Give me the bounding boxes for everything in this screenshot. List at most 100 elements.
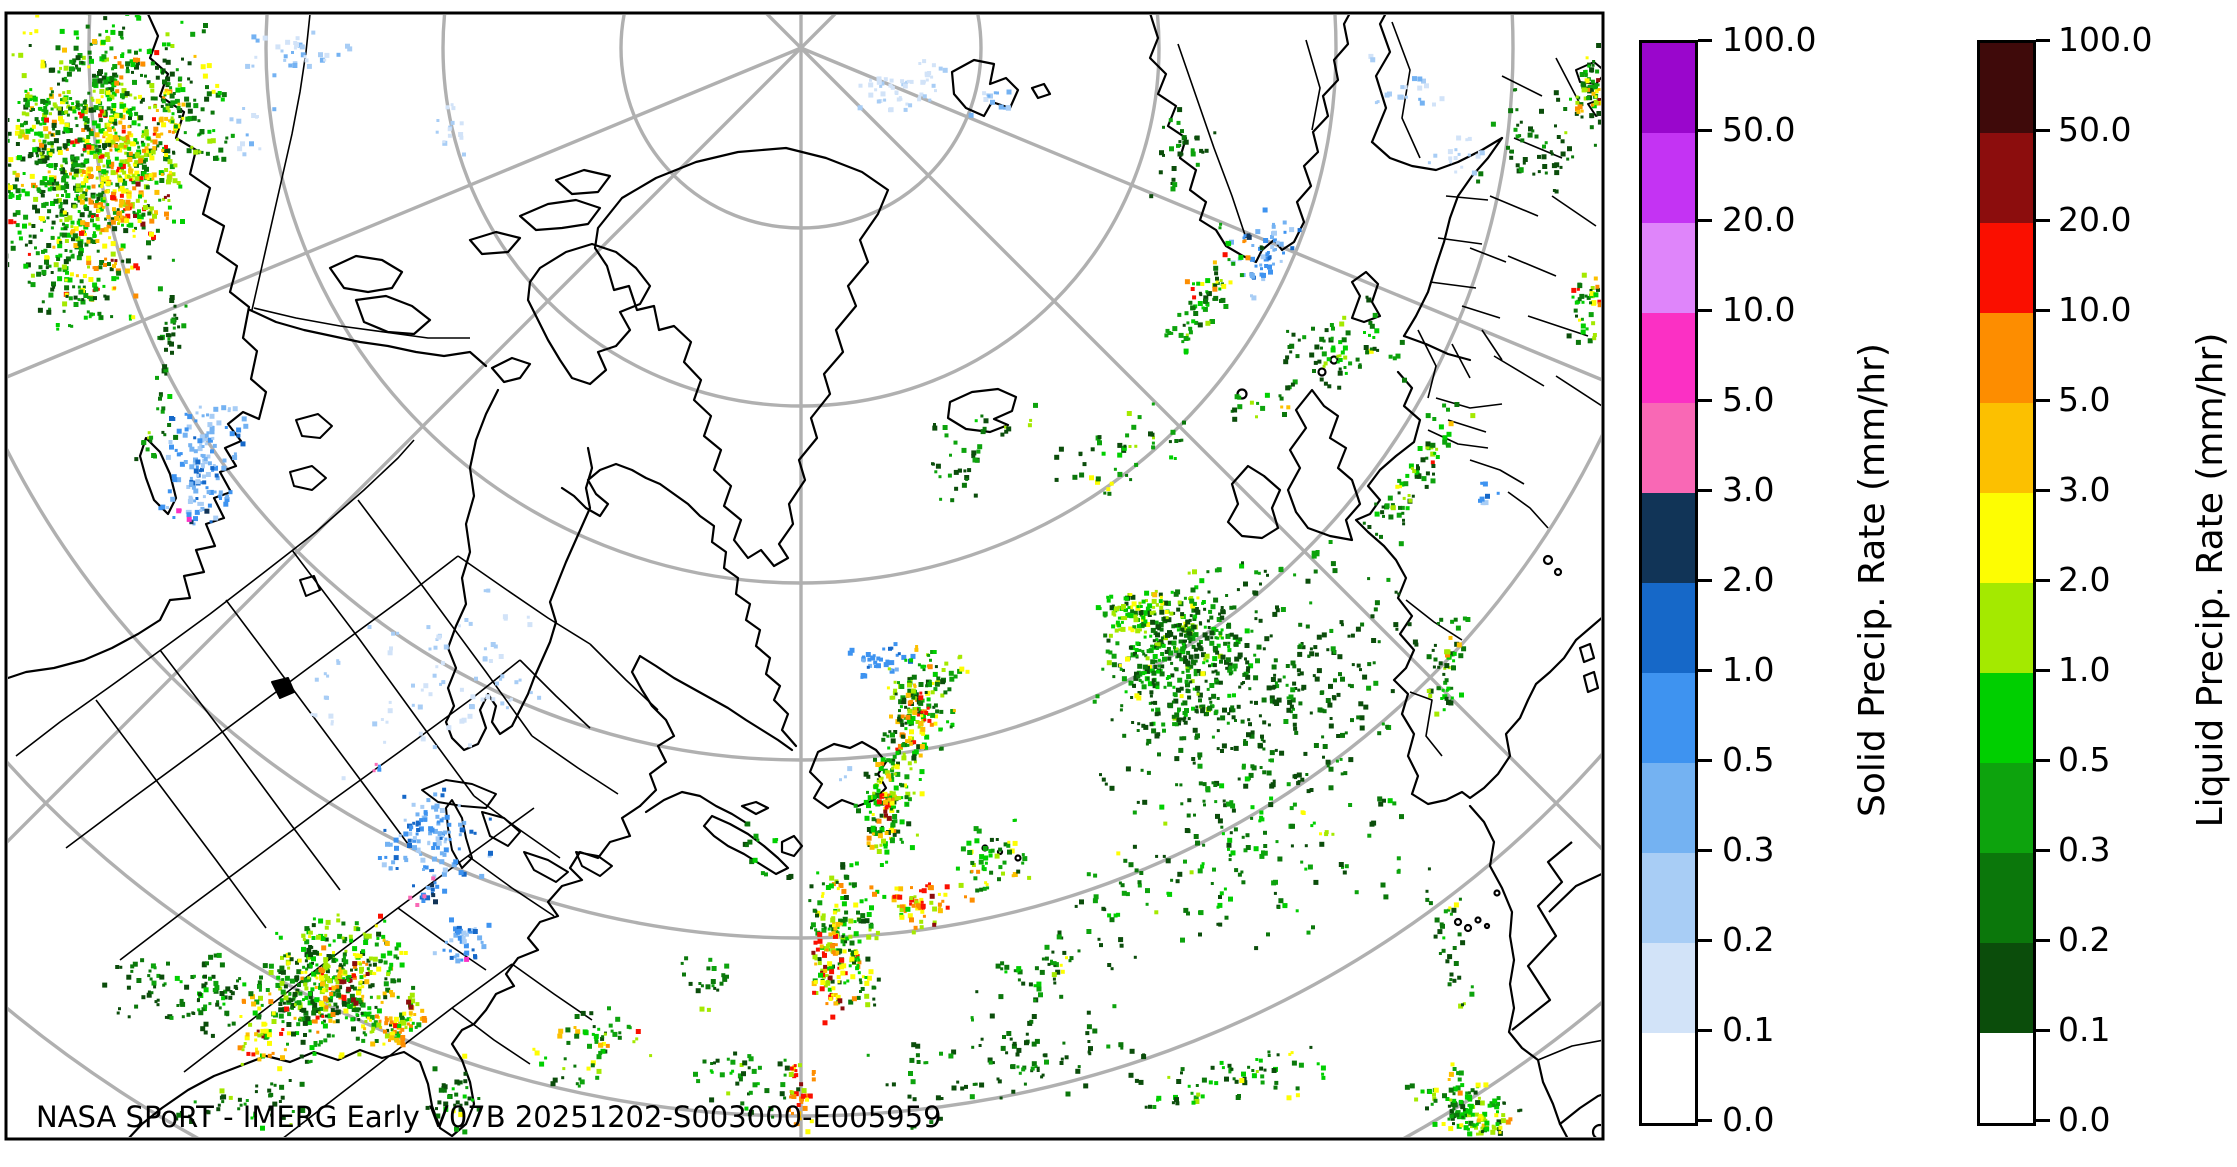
coast-banks-island: [328, 254, 404, 294]
colorbar-tick-label: 5.0: [2058, 380, 2111, 419]
border-states-5: [357, 499, 533, 737]
colorbar-segment-liquid-0.0-0.1: [1980, 1033, 2033, 1123]
coast-orkney: [1317, 367, 1327, 377]
colorbar-tick-mark: [2036, 668, 2050, 672]
coast-arctic-mainland: [248, 308, 488, 368]
border-finland-russia: [1391, 21, 1421, 159]
border-central-1: [1435, 397, 1503, 409]
colorbar-tick-mark: [2036, 578, 2050, 582]
colorbar-tick-mark: [2036, 398, 2050, 402]
colorbar-tick-mark: [1698, 668, 1712, 672]
coast-madeira: [1493, 889, 1501, 897]
colorbar-tick-mark: [1698, 578, 1712, 582]
coast-canary-4: [1483, 922, 1491, 930]
colorbar-tick-label: 20.0: [2058, 200, 2132, 239]
coast-scandinavia: [1148, 15, 1351, 264]
colorbar-segment-solid-0.5-1.0: [1642, 673, 1695, 763]
colorbar-tick-label: 3.0: [1722, 470, 1775, 509]
coast-africa-gulf: [1558, 1093, 1601, 1126]
coast-labrador: [560, 462, 798, 748]
border-africa-3: [1537, 1039, 1601, 1061]
coast-europe-west: [1354, 370, 1601, 806]
coast-devon: [554, 168, 612, 196]
coast-southampton-island: [490, 356, 532, 384]
border-poland-3: [1481, 329, 1503, 361]
border-states-p3: [183, 807, 535, 1073]
coast-greenland: [593, 146, 890, 568]
colorbar-tick-label: 0.0: [1722, 1100, 1775, 1139]
colorbar-segment-solid-0.1-0.2: [1642, 943, 1695, 1033]
colorbar-segment-solid-0.2-0.3: [1642, 853, 1695, 943]
border-states-3: [225, 599, 409, 845]
border-ukraine: [1447, 419, 1487, 433]
coast-ellesmere: [518, 198, 602, 232]
border-pyrenees: [1405, 599, 1463, 641]
colorbar-tick-label: 1.0: [2058, 650, 2111, 689]
border-russia-10: [1469, 247, 1507, 263]
colorbar-tick-label: 0.2: [1722, 920, 1775, 959]
lake-huron: [481, 811, 521, 847]
colorbar-tick-mark: [2036, 758, 2050, 762]
lake-superior: [421, 779, 497, 809]
coast-svalbard: [950, 58, 1020, 118]
colorbar-tick-mark: [1698, 38, 1712, 42]
border-states-se4: [397, 907, 487, 971]
coast-nova-scotia: [702, 814, 790, 876]
colorbar-segment-solid-10.0-20.0: [1642, 223, 1695, 313]
border-states-e5: [589, 643, 659, 711]
colorbar-tick-mark: [2036, 848, 2050, 852]
border-sweden-finland: [1305, 39, 1321, 131]
border-russia-9: [1555, 375, 1601, 407]
coast-st-lawrence-south: [644, 790, 750, 826]
border-states-p4: [283, 963, 513, 1137]
border-states-e4: [519, 659, 591, 729]
colorbar-segment-liquid-0.3-0.5: [1980, 763, 2033, 853]
colorbar-tick-mark: [2036, 128, 2050, 132]
colorbar-segment-liquid-5.0-10.0: [1980, 313, 2033, 403]
map-border: [4, 11, 1605, 1141]
colorbar-segment-liquid-1.0-2.0: [1980, 583, 2033, 673]
border-states-e2: [531, 735, 619, 795]
colorbar-tick-label: 0.5: [1722, 740, 1775, 779]
colorbar-solid: [1639, 40, 1698, 1126]
coast-gulf-eastcoast: [128, 804, 642, 1137]
colorbar-tick-label: 10.0: [1722, 290, 1796, 329]
colorbar-segment-solid-0.3-0.5: [1642, 763, 1695, 853]
colorbar-tick-mark: [2036, 488, 2050, 492]
coast-canary-2: [1463, 923, 1473, 933]
colorbar-tick-mark: [2036, 218, 2050, 222]
border-poland-1: [1417, 329, 1437, 399]
coast-baltic-south: [1402, 334, 1472, 362]
coast-finland-south: [1370, 136, 1504, 172]
border-poland-2: [1451, 343, 1471, 379]
border-states-se3: [467, 855, 555, 917]
coast-great-britain: [1286, 388, 1362, 542]
coast-iceland: [946, 387, 1018, 434]
lake-ontario: [575, 851, 613, 877]
colorbar-segment-liquid-20.0-50.0: [1980, 133, 2033, 223]
coast-island-med-1: [1542, 554, 1554, 566]
coast-island-med-2: [1553, 567, 1563, 577]
colorbar-segment-solid-50.0-100.0: [1642, 43, 1695, 133]
colorbar-tick-label: 50.0: [1722, 110, 1796, 149]
border-russia-4: [1489, 195, 1539, 217]
coast-sardinia: [1582, 670, 1600, 694]
border-states-4: [291, 549, 475, 797]
border-norway-sweden: [1177, 43, 1247, 239]
border-alaska-canada: [251, 15, 311, 311]
coast-canary-1: [1453, 917, 1463, 927]
lake-winnipeg: [299, 575, 321, 597]
lake-great-slave: [289, 465, 327, 491]
colorbar-tick-label: 0.2: [2058, 920, 2111, 959]
border-russia-11: [1461, 305, 1501, 319]
coast-baffin-island: [526, 242, 652, 386]
colorbar-tick-label: 10.0: [2058, 290, 2132, 329]
colorbar-tick-label: 20.0: [1722, 200, 1796, 239]
precip-layer: [8, 15, 1601, 1137]
colorbar-tick-label: 0.3: [1722, 830, 1775, 869]
coast-faroe: [1236, 388, 1248, 400]
coast-denmark: [1350, 270, 1382, 324]
colorbar-segment-solid-2.0-3.0: [1642, 493, 1695, 583]
border-baltics-3: [1429, 281, 1477, 289]
